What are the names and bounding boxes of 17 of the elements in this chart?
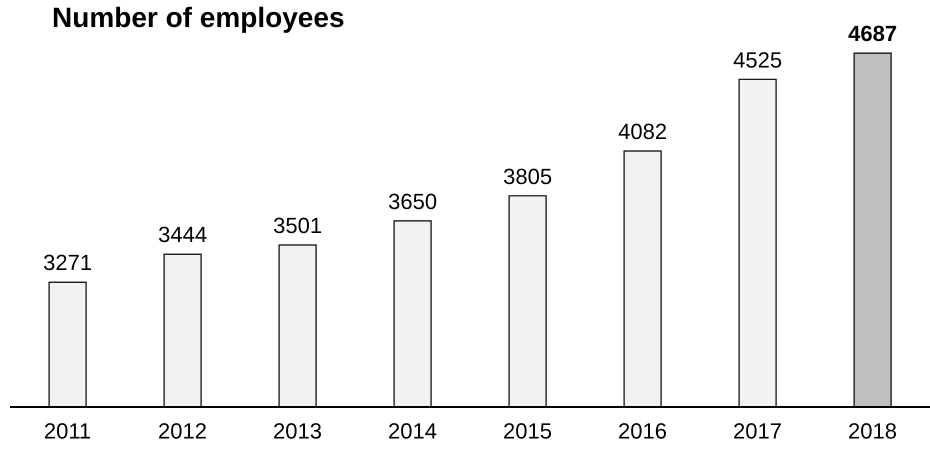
x-tick-label: 2011: [44, 418, 92, 444]
x-tick-label: 2017: [733, 418, 782, 444]
x-tick-label: 2015: [503, 418, 552, 444]
data-label: 4525: [733, 47, 782, 72]
data-label: 3271: [43, 250, 92, 276]
x-tick-label: 2013: [273, 418, 322, 444]
data-label: 3650: [388, 188, 438, 214]
data-label: 4082: [618, 119, 668, 144]
data-label: 3805: [503, 164, 552, 189]
chart-title: Number of employees: [52, 2, 345, 34]
x-tick-label: 2014: [388, 418, 437, 444]
data-label: 3501: [273, 213, 322, 238]
data-label: 3444: [158, 222, 208, 248]
x-tick-label: 2016: [618, 418, 667, 444]
data-label: 4687: [848, 21, 898, 46]
x-tick-label: 2012: [158, 418, 207, 444]
x-tick-label: 2018: [848, 418, 897, 444]
